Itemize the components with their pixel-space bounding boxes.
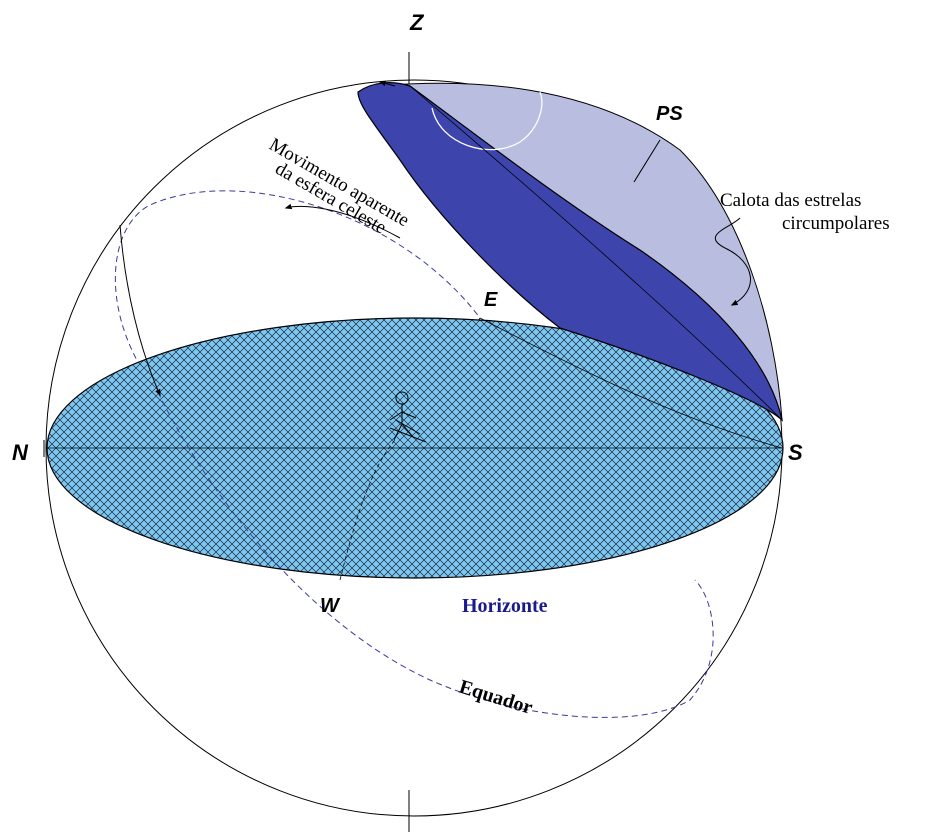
pole-arc [431, 91, 543, 151]
east-label: E [484, 289, 498, 311]
zenith-label: Z [409, 10, 425, 35]
motion-arrow-lower [119, 224, 161, 397]
cap-label-line1: Calota das estrelas [720, 190, 861, 211]
motion-arrow [284, 203, 401, 239]
horizon-label: Horizonte [462, 595, 548, 617]
top-motion-arrow [378, 80, 396, 87]
west-dashed-curve [339, 439, 396, 581]
south-label: S [788, 440, 803, 465]
observer-figure [389, 391, 427, 443]
west-label: W [320, 595, 341, 617]
equator-front-dashed [157, 391, 714, 718]
pole-south-label: PS [656, 103, 683, 125]
equator-back-dashed [114, 190, 481, 393]
equator-label: Equador [457, 676, 536, 719]
cap-edge-line [409, 85, 783, 421]
cap-callout-line [715, 217, 751, 306]
ps-pointer-line [633, 139, 661, 183]
north-label: N [12, 440, 29, 465]
cap-diagonal-line [479, 317, 783, 449]
cap-label-line2: circumpolares [782, 213, 890, 234]
